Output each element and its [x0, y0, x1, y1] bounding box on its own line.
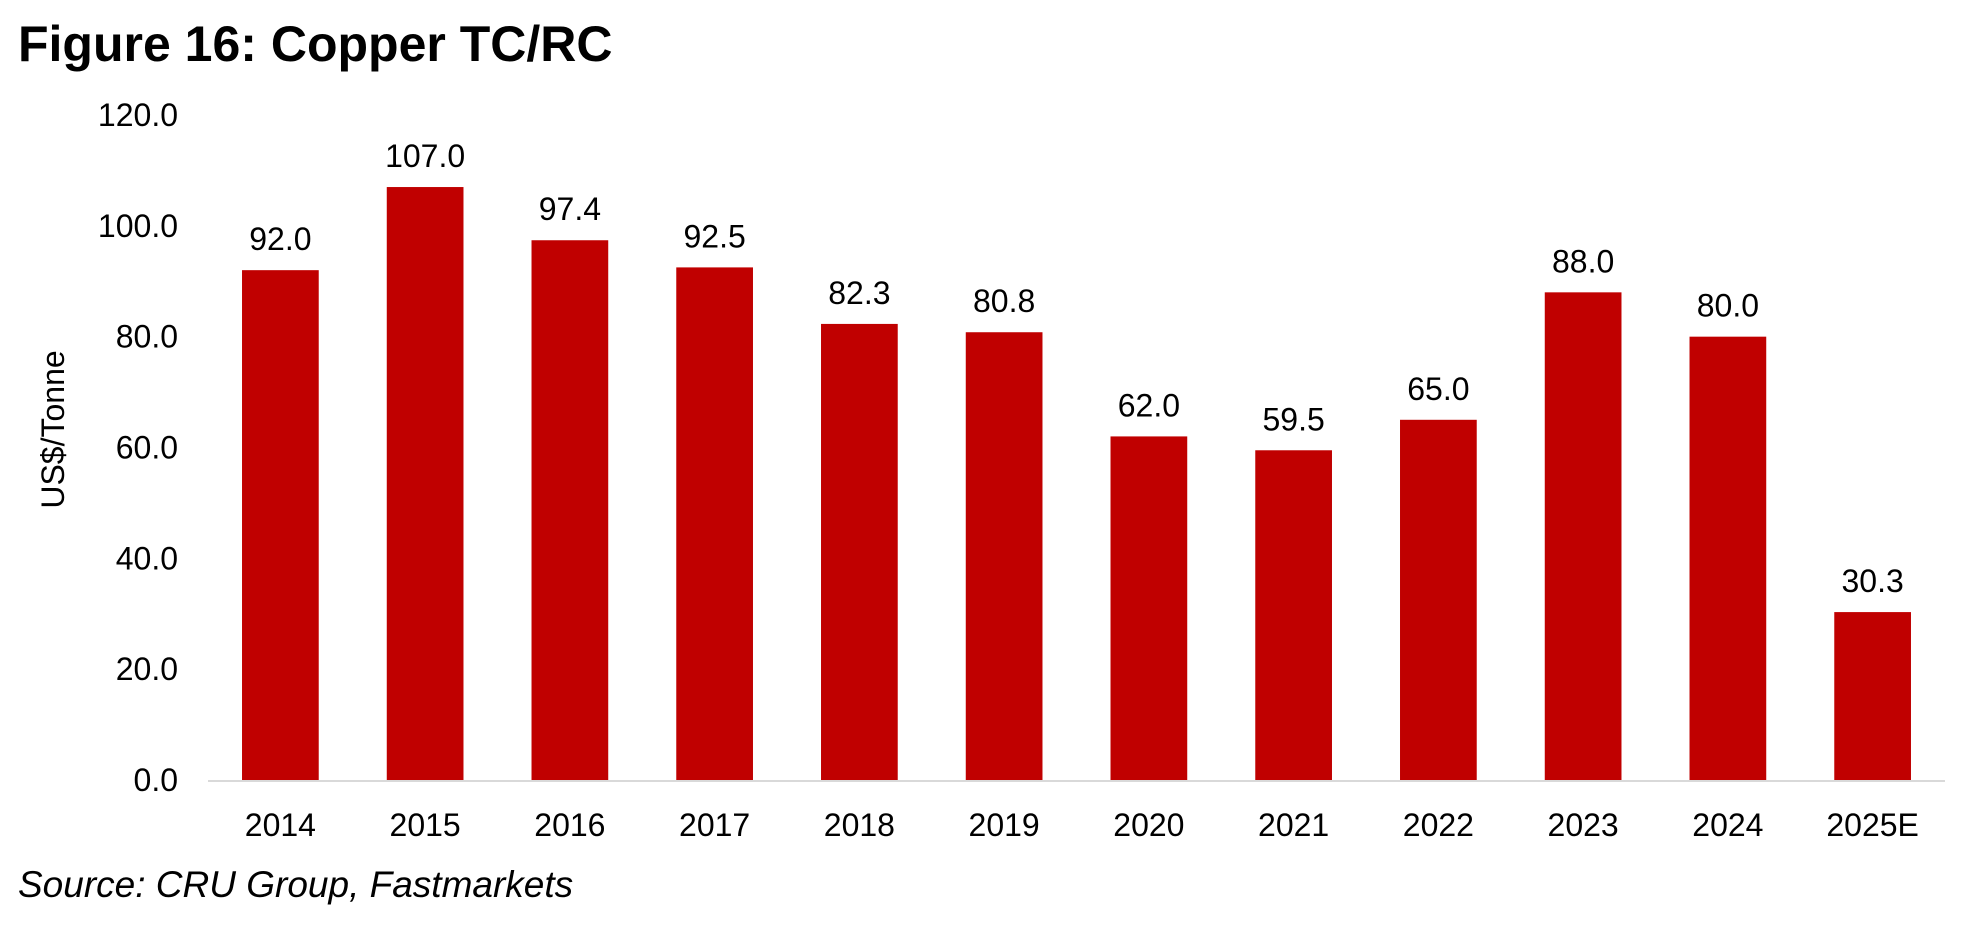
data-label: 80.0 [1697, 288, 1759, 324]
x-tick-label: 2022 [1403, 807, 1474, 843]
x-tick-label: 2018 [824, 807, 895, 843]
bar-2014 [242, 270, 319, 780]
y-tick-label: 80.0 [116, 319, 178, 355]
bar-2018 [821, 323, 898, 780]
bar-2015 [386, 187, 464, 780]
data-label: 59.5 [1262, 401, 1324, 437]
bar-2024 [1689, 336, 1767, 780]
bar-2025E [1834, 612, 1911, 780]
x-tick-label: 2016 [534, 807, 605, 843]
x-tick-label: 2017 [679, 807, 750, 843]
x-tick-label: 2014 [245, 807, 316, 843]
data-label: 30.3 [1841, 563, 1903, 599]
y-tick-label: 40.0 [116, 540, 178, 576]
data-label: 97.4 [539, 191, 601, 227]
y-tick-label: 20.0 [116, 651, 178, 687]
y-tick-label: 100.0 [98, 208, 178, 244]
bar-2016 [531, 240, 609, 780]
y-axis-title: US$/Tonne [35, 350, 71, 508]
x-tick-label: 2024 [1692, 807, 1763, 843]
data-label: 92.5 [683, 218, 745, 254]
x-tick-label: 2015 [390, 807, 461, 843]
bar-2017 [676, 267, 753, 780]
bar-2019 [965, 332, 1043, 780]
data-label: 82.3 [828, 275, 890, 311]
figure-title: Figure 16: Copper TC/RC [18, 16, 613, 72]
data-label: 92.0 [249, 221, 311, 257]
x-tick-label: 2020 [1113, 807, 1184, 843]
bar-2022 [1400, 419, 1477, 780]
data-label: 80.8 [973, 283, 1035, 319]
y-tick-label: 120.0 [98, 97, 178, 133]
x-tick-label: 2021 [1258, 807, 1329, 843]
bar-2020 [1110, 436, 1188, 780]
x-axis-tick-labels: 2014 2015 2016 2017 2018 2019 2020 2021 2022 2023… [245, 807, 1919, 843]
figure-source: Source: CRU Group, Fastmarkets [18, 864, 574, 905]
y-tick-label: 0.0 [134, 762, 178, 798]
data-label: 62.0 [1118, 387, 1180, 423]
data-label: 65.0 [1407, 371, 1469, 407]
bar-2023 [1544, 292, 1622, 780]
y-tick-label: 60.0 [116, 430, 178, 466]
data-label: 107.0 [385, 138, 465, 174]
data-label: 88.0 [1552, 243, 1614, 279]
x-tick-label: 2019 [969, 807, 1040, 843]
x-tick-label: 2025E [1826, 807, 1919, 843]
data-labels: 92.0 107.0 97.4 92.5 82.3 80.8 62.0 59.5 65.0 88.… [249, 138, 1904, 599]
bar-series [242, 187, 1911, 780]
y-axis-tick-labels: 0.0 20.0 40.0 60.0 80.0 100.0 120.0 [98, 97, 178, 798]
x-tick-label: 2023 [1548, 807, 1619, 843]
bar-2021 [1255, 450, 1332, 780]
